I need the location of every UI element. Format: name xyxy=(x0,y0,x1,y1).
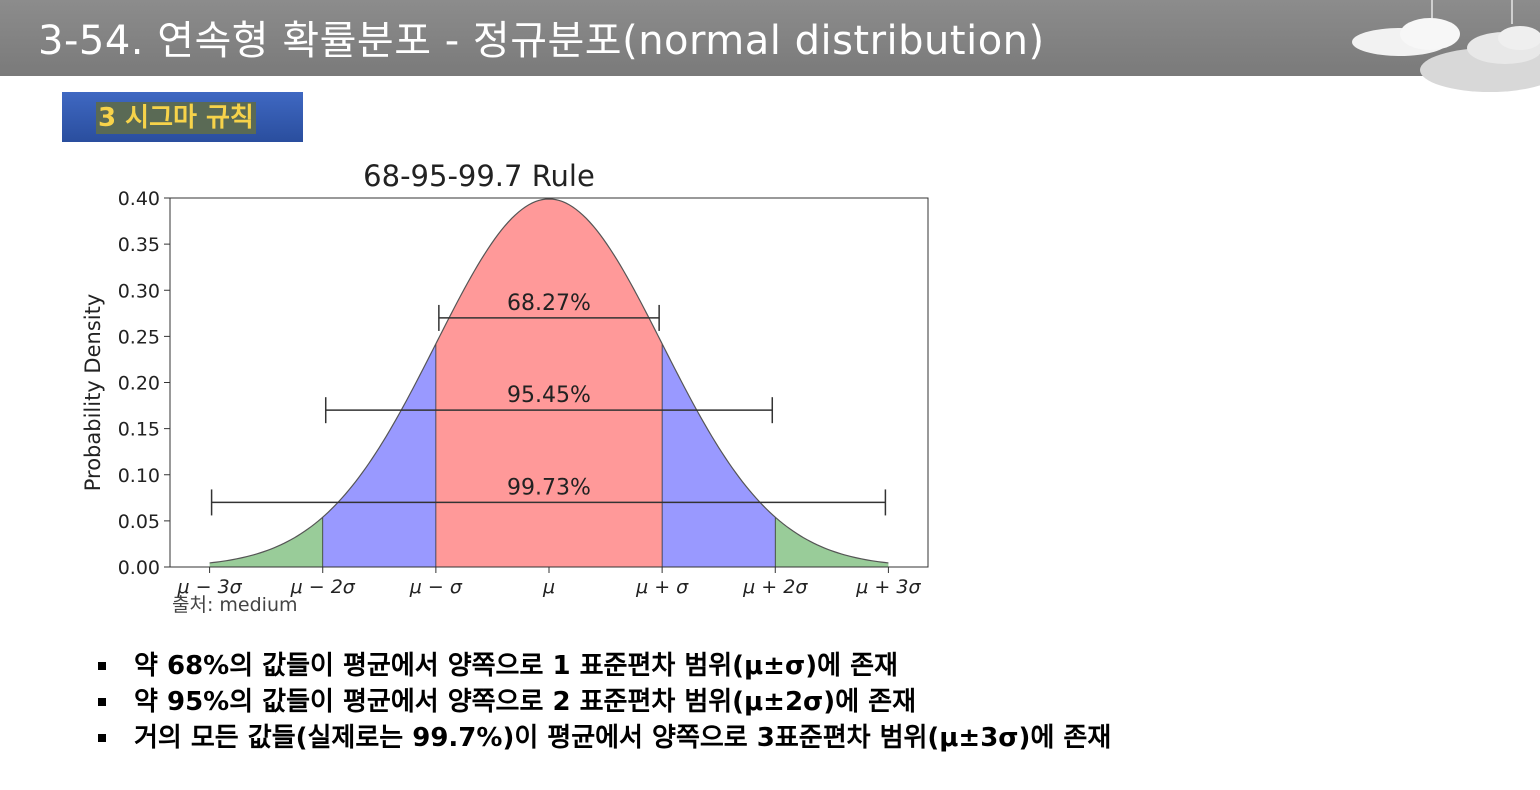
x-tick-label: μ + 2σ xyxy=(742,576,808,598)
section-label-text: 3 시그마 규칙 xyxy=(96,102,256,134)
x-tick-label: μ + σ xyxy=(635,576,689,598)
y-tick-label: 0.15 xyxy=(118,419,160,441)
y-tick-label: 0.30 xyxy=(118,280,160,302)
bullet-item: 약 95%의 값들이 평균에서 양쪽으로 2 표준편차 범위(μ±2σ)에 존재 xyxy=(98,684,1111,720)
normal-distribution-chart: 68.27% 95.45% 99.73% 0.00 0.05 0.10 0.15 0.20 0.… xyxy=(81,159,929,598)
x-tick-label: μ − σ xyxy=(409,576,463,598)
y-tick-label: 0.40 xyxy=(118,188,160,210)
y-tick-label: 0.00 xyxy=(118,557,160,579)
y-axis-label: Probability Density xyxy=(81,294,105,492)
y-tick-label: 0.20 xyxy=(118,373,160,395)
x-tick-label: μ − 2σ xyxy=(290,576,356,598)
shaded-region-3 xyxy=(209,517,323,567)
pdf-curve xyxy=(209,198,889,564)
bullet-list: 약 68%의 값들이 평균에서 양쪽으로 1 표준편차 범위(μ±σ)에 존재 … xyxy=(98,648,1111,756)
section-label: 3 시그마 규칙 xyxy=(62,92,303,142)
x-tick-label: μ − 3σ xyxy=(176,576,242,598)
bullet-item: 약 68%의 값들이 평균에서 양쪽으로 1 표준편차 범위(μ±σ)에 존재 xyxy=(98,648,1111,684)
title-bar: 3-54. 연속형 확률분포 - 정규분포(normal distributio… xyxy=(0,0,1540,92)
interval-label: 68.27% xyxy=(507,291,591,316)
chart-title: 68-95-99.7 Rule xyxy=(363,159,595,193)
cloud-icon xyxy=(1352,0,1540,92)
y-tick-label: 0.25 xyxy=(118,326,160,348)
interval-label: 99.73% xyxy=(507,475,591,500)
shaded-region-0 xyxy=(435,198,663,567)
page-title: 3-54. 연속형 확률분포 - 정규분포(normal distributio… xyxy=(38,18,1045,64)
x-tick-label: μ xyxy=(542,576,555,598)
bullet-item: 거의 모든 값들(실제로는 99.7%)이 평균에서 양쪽으로 3표준편차 범위… xyxy=(98,720,1111,756)
source-caption: 출처: medium xyxy=(172,594,298,616)
interval-label: 95.45% xyxy=(507,383,591,408)
shaded-region-4 xyxy=(775,517,889,567)
y-tick-label: 0.05 xyxy=(118,511,160,533)
y-tick-label: 0.35 xyxy=(118,234,160,256)
y-tick-label: 0.10 xyxy=(118,465,160,487)
x-tick-label: μ + 3σ xyxy=(855,576,921,598)
